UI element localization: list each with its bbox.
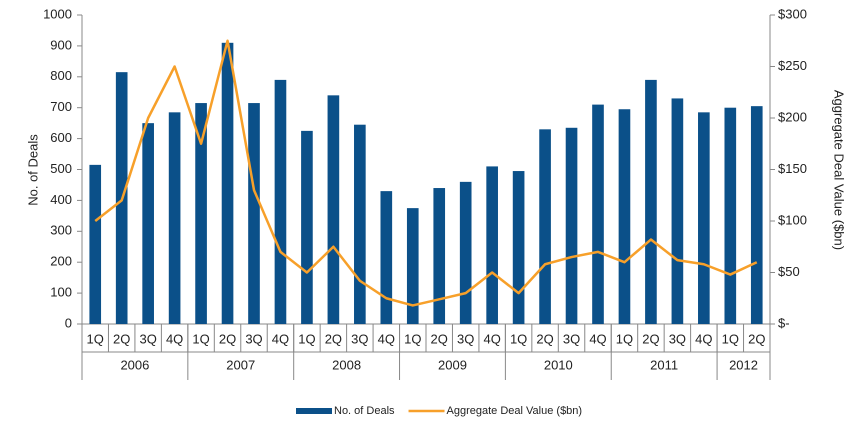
- y2-tick-label: $50: [778, 264, 800, 279]
- x-tick-label: 2Q: [431, 331, 448, 346]
- y-tick-label: 800: [50, 68, 72, 83]
- y2-axis-label: Aggregate Deal Value ($bn): [832, 90, 847, 250]
- y-tick-label: 200: [50, 254, 72, 269]
- x-tick-label: 2Q: [748, 331, 765, 346]
- y2-tick-label: $200: [778, 109, 807, 124]
- bar: [380, 191, 393, 324]
- bar: [565, 127, 578, 324]
- bar: [168, 112, 181, 325]
- bar: [142, 123, 154, 325]
- bar: [327, 95, 340, 324]
- group-label: 2009: [438, 357, 467, 372]
- y-tick-label: 300: [50, 223, 72, 238]
- y-axis-label: No. of Deals: [25, 134, 40, 206]
- legend-label: No. of Deals: [334, 405, 395, 417]
- bar: [406, 208, 419, 324]
- x-tick-label: 1Q: [192, 331, 209, 346]
- x-tick-label: 1Q: [87, 331, 104, 346]
- y-tick-label: 600: [50, 130, 72, 145]
- bar: [645, 79, 657, 324]
- legend-label: Aggregate Deal Value ($bn): [447, 405, 583, 417]
- y2-tick-label: $250: [778, 58, 807, 73]
- group-label: 2008: [332, 357, 361, 372]
- y2-tick-label: $300: [778, 6, 807, 21]
- bar: [301, 130, 313, 324]
- bar: [592, 104, 604, 324]
- bar: [671, 98, 684, 325]
- y2-tick-label: $150: [778, 161, 807, 176]
- x-tick-label: 1Q: [510, 331, 527, 346]
- bar: [433, 188, 446, 324]
- y-tick-label: 1000: [43, 6, 72, 21]
- group-label: 2012: [729, 357, 758, 372]
- y-tick-label: 700: [50, 99, 72, 114]
- bar: [618, 109, 631, 325]
- y2-tick-label: $-: [778, 315, 790, 330]
- x-tick-label: 2Q: [219, 331, 236, 346]
- x-tick-label: 2Q: [642, 331, 659, 346]
- x-tick-label: 3Q: [563, 331, 580, 346]
- x-tick-label: 2Q: [325, 331, 342, 346]
- group-label: 2007: [226, 357, 255, 372]
- bar: [724, 107, 737, 324]
- bar: [698, 112, 710, 325]
- x-tick-label: 1Q: [404, 331, 421, 346]
- y-tick-label: 400: [50, 192, 72, 207]
- x-tick-label: 3Q: [351, 331, 368, 346]
- bar: [248, 103, 260, 324]
- bar: [539, 129, 551, 324]
- group-label: 2006: [120, 357, 149, 372]
- bar: [486, 166, 498, 324]
- group-label: 2011: [650, 357, 678, 372]
- y2-tick-label: $100: [778, 212, 807, 227]
- x-tick-label: 4Q: [589, 331, 606, 346]
- x-tick-label: 1Q: [722, 331, 739, 346]
- legend-swatch: [296, 408, 332, 414]
- y-tick-label: 900: [50, 37, 72, 52]
- y-tick-label: 500: [50, 161, 72, 176]
- bar: [89, 164, 102, 324]
- bar: [195, 103, 207, 324]
- line: [94, 39, 758, 307]
- group-label: 2010: [544, 357, 573, 372]
- y-tick-label: 0: [65, 315, 72, 330]
- x-tick-label: 3Q: [245, 331, 262, 346]
- x-tick-label: 4Q: [272, 331, 289, 346]
- x-tick-label: 4Q: [378, 331, 395, 346]
- y-tick-label: 100: [50, 285, 72, 300]
- bar: [274, 79, 287, 324]
- x-tick-label: 1Q: [616, 331, 633, 346]
- bar: [750, 106, 763, 324]
- x-tick-label: 1Q: [298, 331, 315, 346]
- x-tick-label: 4Q: [695, 331, 712, 346]
- x-tick-label: 3Q: [457, 331, 474, 346]
- bar: [459, 181, 472, 324]
- x-tick-label: 2Q: [536, 331, 553, 346]
- bar: [221, 42, 234, 325]
- bar: [354, 124, 366, 324]
- x-tick-label: 4Q: [166, 331, 183, 346]
- x-tick-label: 3Q: [139, 331, 156, 346]
- x-tick-label: 2Q: [113, 331, 130, 346]
- x-tick-label: 3Q: [669, 331, 686, 346]
- x-tick-label: 4Q: [483, 331, 500, 346]
- bar: [512, 171, 525, 324]
